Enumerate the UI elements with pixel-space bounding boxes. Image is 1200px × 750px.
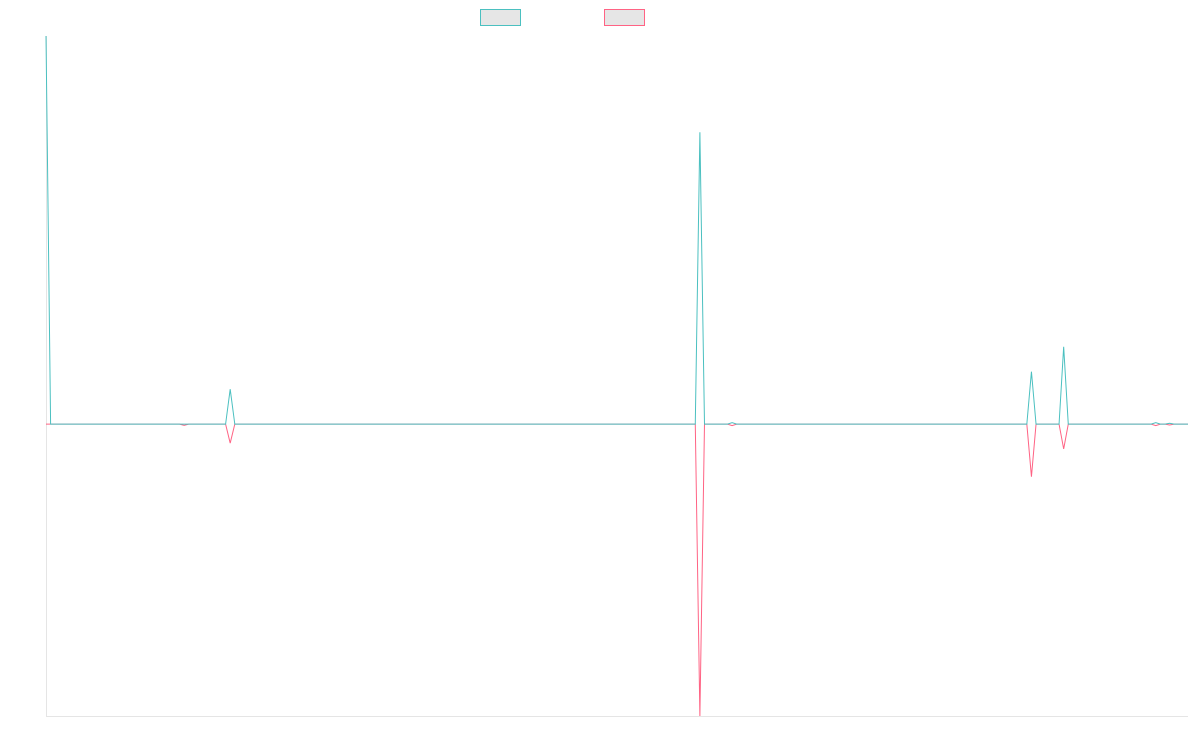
legend[interactable] xyxy=(480,9,645,26)
series-layer xyxy=(45,35,1188,717)
legend-swatch-series-a[interactable] xyxy=(480,9,521,26)
legend-swatch-series-b[interactable] xyxy=(604,9,645,26)
series-b-line xyxy=(46,423,1188,717)
series-a-line xyxy=(45,35,1188,425)
